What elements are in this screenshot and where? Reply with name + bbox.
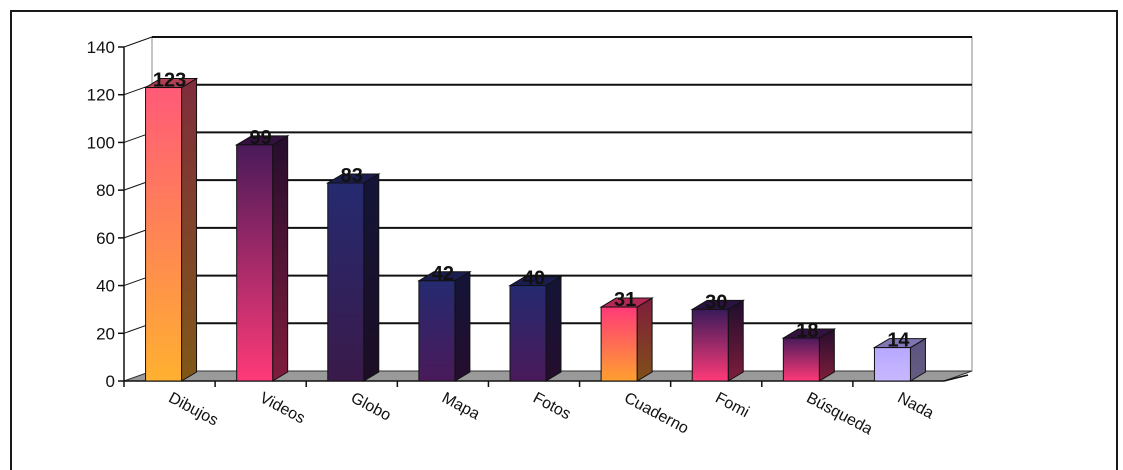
data-label: 31 [614, 289, 636, 311]
bars [143, 77, 928, 382]
bar-mapa [417, 270, 472, 382]
y-tick-label: 100 [87, 133, 115, 152]
bar-front [782, 337, 820, 382]
data-label: 123 [153, 70, 186, 92]
bar-front [145, 87, 183, 382]
bar-globo [325, 173, 381, 382]
gridline-depth [123, 36, 153, 48]
bar-videos [234, 134, 290, 382]
bar-fotos [508, 275, 563, 382]
bar-fomi [690, 299, 746, 382]
y-tick-label: 60 [96, 229, 115, 248]
bar-side [727, 299, 744, 382]
bar-front [600, 306, 638, 382]
bar-side [636, 297, 653, 382]
x-tick-label: Cuaderno [621, 390, 691, 438]
bar-front [236, 144, 274, 382]
bar-side [272, 134, 289, 382]
x-tick-label: Búsqueda [803, 390, 875, 439]
data-label: 14 [887, 330, 910, 352]
bar-front [873, 347, 911, 382]
bar-nada [872, 337, 928, 382]
bar-front [327, 182, 365, 382]
x-tick-label: Fotos [530, 390, 573, 424]
data-label: 83 [341, 165, 363, 187]
bar-dibujos [143, 77, 199, 382]
y-tick-label: 40 [96, 277, 115, 296]
y-tick-label: 140 [87, 38, 115, 57]
x-axis-end [943, 374, 969, 382]
x-tick-label: Nada [895, 390, 937, 423]
y-tick-label: 0 [106, 372, 115, 391]
data-label: 99 [250, 127, 272, 149]
x-tick-label: Mapa [439, 390, 482, 424]
bar-front [509, 285, 547, 382]
x-tick-label: Videos [257, 390, 308, 428]
data-label: 42 [432, 263, 454, 285]
y-tick-label: 20 [96, 324, 115, 343]
data-label: 40 [523, 268, 545, 290]
bar-side [454, 270, 471, 382]
x-tick-label: Fomi [712, 390, 751, 422]
bar-side [181, 77, 198, 382]
y-tick-label: 120 [87, 86, 115, 105]
x-tick-label: Dibujos [166, 390, 221, 430]
data-label: 18 [796, 320, 818, 342]
bar-front [418, 280, 456, 382]
y-tick-label: 80 [96, 181, 115, 200]
bar-cuaderno [599, 297, 654, 382]
bar-front [691, 308, 729, 382]
bar-side [545, 275, 562, 382]
x-tick-label: Globo [348, 390, 394, 425]
data-label: 30 [705, 291, 727, 313]
bar-búsqueda [781, 328, 837, 382]
bar-side [363, 173, 380, 382]
